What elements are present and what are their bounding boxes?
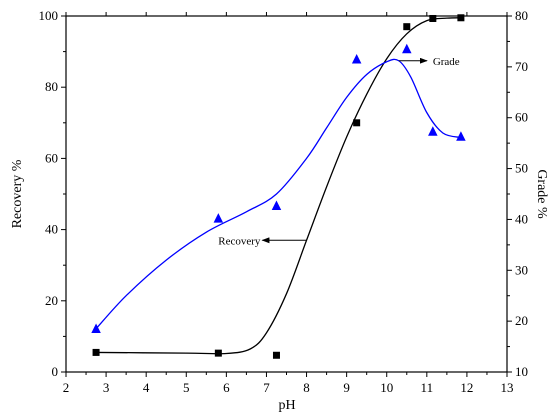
grade-point (213, 213, 224, 223)
y-right-tick-label: 10 (515, 364, 528, 379)
recovery-point (353, 119, 361, 127)
y-right-tick-label: 20 (515, 313, 528, 328)
y-right-tick-label: 60 (515, 110, 528, 125)
y-right-tick-label: 70 (515, 59, 528, 74)
y-axis-left-title: Recovery % (10, 159, 25, 228)
y-left-tick-label: 20 (45, 293, 58, 308)
x-tick-label: 6 (223, 380, 230, 395)
y-left-tick-label: 60 (45, 150, 58, 165)
x-tick-label: 9 (343, 380, 350, 395)
y-left-tick-label: 0 (52, 364, 59, 379)
x-tick-label: 7 (263, 380, 270, 395)
y-right-tick-label: 40 (515, 211, 528, 226)
y-right-tick-label: 50 (515, 161, 528, 176)
grade-point (351, 53, 362, 64)
y-left-tick-label: 40 (45, 222, 58, 237)
x-tick-label: 11 (421, 380, 434, 395)
recovery-point (403, 23, 411, 31)
recovery-fit-line (96, 17, 461, 355)
recovery-annotation-label: Recovery (218, 235, 261, 247)
grade-annotation-label: Grade (433, 56, 460, 68)
grade-point (271, 200, 282, 210)
y-left-tick-label: 80 (45, 79, 58, 94)
recovery-point (429, 14, 437, 22)
x-tick-label: 3 (103, 380, 110, 395)
y-axis-right-title: Grade % (534, 169, 549, 219)
recovery-point (457, 14, 465, 22)
x-tick-label: 4 (143, 380, 150, 395)
plot-frame (65, 15, 508, 373)
x-tick-label: 13 (501, 380, 514, 395)
x-tick-label: 5 (183, 380, 190, 395)
recovery-point (214, 349, 222, 357)
x-tick-label: 2 (63, 380, 70, 395)
recovery-point (272, 351, 280, 359)
y-left-tick-label: 100 (39, 8, 59, 23)
grade-point (91, 323, 101, 334)
x-axis-title: pH (278, 398, 295, 413)
plot-area: 2 3 4 5 6 7 8 9 10 11 12 13 0 20 40 60 80 100 10 20 30 40 50 60… (39, 8, 529, 395)
x-tick-label: 12 (460, 380, 473, 395)
y-right-tick-label: 30 (515, 262, 528, 277)
recovery-point (92, 348, 100, 356)
y-right-tick-label: 80 (515, 8, 528, 23)
grade-point (428, 126, 438, 136)
x-tick-label: 10 (380, 380, 393, 395)
grade-point (402, 43, 412, 54)
grade-point (456, 131, 466, 141)
grade-fit-line (95, 58, 462, 330)
x-tick-label: 8 (303, 380, 310, 395)
